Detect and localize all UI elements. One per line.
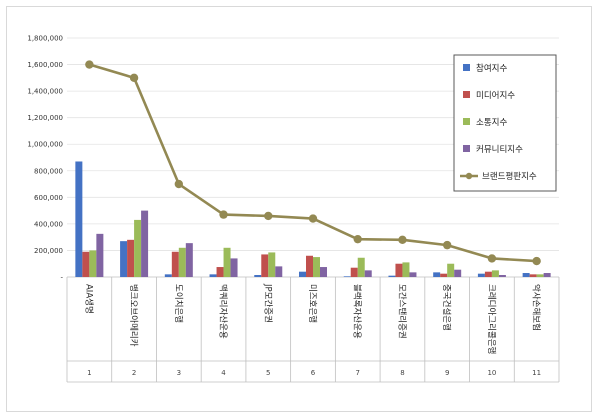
bar-4-8 <box>409 272 417 277</box>
bar-2-1 <box>82 251 90 277</box>
bar-2-10 <box>484 271 492 277</box>
bar-1-9 <box>433 272 441 277</box>
category-label: 모간스탠리증권 <box>396 284 407 339</box>
line-point-4 <box>219 210 228 219</box>
legend-swatch <box>463 91 470 98</box>
category-index: 10 <box>487 369 496 377</box>
category-label: 악사손해보험 <box>531 284 542 331</box>
legend-label: 브랜드평판지수 <box>482 171 537 182</box>
bar-2-7 <box>350 267 358 277</box>
bar-1-8 <box>388 275 396 277</box>
bar-2-11 <box>529 274 537 277</box>
category-index: 5 <box>266 369 270 377</box>
line-point-8 <box>398 235 407 245</box>
bar-1-11 <box>522 273 530 277</box>
bar-3-1 <box>89 250 97 277</box>
category-index: 1 <box>87 369 91 377</box>
bar-2-6 <box>306 255 313 277</box>
y-tick-label: 1,800,000 <box>27 35 63 43</box>
line-point-10 <box>487 254 497 263</box>
bar-3-7 <box>357 257 365 277</box>
legend-label: 미디어지수 <box>476 90 515 101</box>
bar-3-10 <box>491 270 499 277</box>
category-label: 미즈호은행 <box>307 284 318 323</box>
legend-swatch <box>463 118 470 125</box>
y-tick-label: 1,400,000 <box>27 88 63 96</box>
y-tick-label: 400,000 <box>34 220 63 228</box>
category-label: 크레디아그리콜은행 <box>486 284 497 354</box>
legend-box <box>453 54 557 192</box>
bar-4-9 <box>454 269 462 277</box>
bar-4-10 <box>498 275 506 277</box>
bar-1-1 <box>75 161 83 277</box>
category-index: 8 <box>400 369 404 377</box>
bar-3-6 <box>313 257 320 277</box>
bar-4-6 <box>320 267 327 277</box>
bar-2-5 <box>261 254 269 277</box>
category-index: 11 <box>532 369 541 377</box>
bar-3-9 <box>447 263 455 277</box>
category-label: 뱅크오브아메리카 <box>128 284 139 347</box>
bar-3-11 <box>536 274 544 277</box>
line-point-5 <box>264 211 273 221</box>
bar-1-4 <box>209 274 217 277</box>
y-tick-label: 800,000 <box>34 167 63 175</box>
bar-1-7 <box>343 276 351 277</box>
bar-4-4 <box>230 258 238 277</box>
category-index: 3 <box>177 369 181 377</box>
y-tick-label: 1,600,000 <box>27 61 63 69</box>
bar-4-1 <box>96 233 104 277</box>
bar-2-4 <box>216 267 224 277</box>
bar-1-10 <box>477 273 485 277</box>
bar-3-2 <box>134 219 142 277</box>
category-index: 2 <box>132 369 136 377</box>
bar-4-3 <box>185 243 193 277</box>
y-tick-label: 1,000,000 <box>27 141 63 149</box>
legend-swatch <box>463 64 470 71</box>
category-label: 중국건설은행 <box>441 284 452 331</box>
bar-2-2 <box>127 239 135 277</box>
bar-3-5 <box>268 252 276 277</box>
bar-1-5 <box>254 275 262 277</box>
category-label: JP모간증권 <box>262 283 273 323</box>
line-point-11 <box>532 256 541 266</box>
line-point-9 <box>442 240 452 250</box>
legend-label: 커뮤니티지수 <box>476 144 523 155</box>
line-point-6 <box>308 214 318 223</box>
category-label: 블랙록자산운용 <box>352 284 363 339</box>
bar-3-4 <box>223 247 231 277</box>
legend-label: 참여지수 <box>476 63 507 74</box>
bar-4-7 <box>364 270 372 277</box>
y-tick-label: - <box>60 274 63 282</box>
bar-4-2 <box>141 210 149 277</box>
category-index: 9 <box>445 369 449 377</box>
bar-1-6 <box>299 271 306 277</box>
category-index: 6 <box>311 369 316 377</box>
bar-4-11 <box>543 273 551 277</box>
category-label: 도이치은행 <box>173 284 184 323</box>
legend-swatch <box>463 145 470 152</box>
category-index: 4 <box>221 369 226 377</box>
category-label: 맥쿼리자산운용 <box>218 284 229 339</box>
bar-4-5 <box>275 266 283 277</box>
bar-1-2 <box>120 241 128 277</box>
legend-line-marker <box>465 172 473 180</box>
bar-1-3 <box>164 274 172 277</box>
category-index: 7 <box>355 369 359 377</box>
line-point-2 <box>129 73 139 83</box>
line-point-3 <box>174 179 184 189</box>
bar-3-8 <box>402 262 410 277</box>
category-label: AIA생명 <box>83 284 94 314</box>
bar-2-3 <box>171 251 179 277</box>
y-tick-label: 200,000 <box>34 247 63 255</box>
y-tick-label: 600,000 <box>34 194 63 202</box>
bar-2-9 <box>440 273 448 277</box>
line-point-7 <box>353 234 362 244</box>
bar-3-3 <box>178 247 186 277</box>
y-tick-label: 1,200,000 <box>27 114 63 122</box>
line-point-1 <box>85 60 94 69</box>
bar-2-8 <box>395 263 403 277</box>
legend-label: 소통지수 <box>476 118 507 128</box>
